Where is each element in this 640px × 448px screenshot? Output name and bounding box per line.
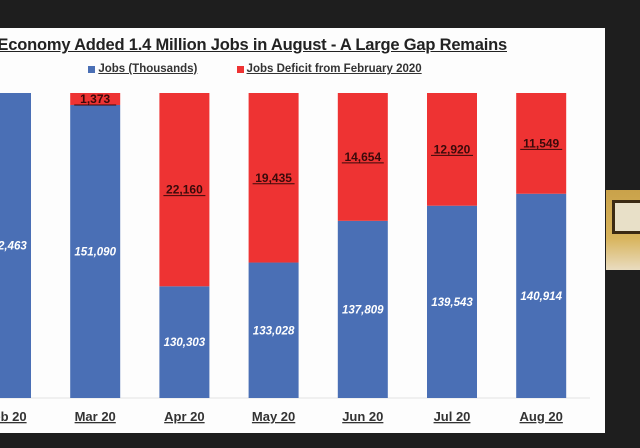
bar-deficit xyxy=(427,93,477,206)
webcam-thumbnail xyxy=(606,190,640,270)
chart-title: The Economy Added 1.4 Million Jobs in Au… xyxy=(0,36,507,54)
bar-jobs xyxy=(516,193,567,398)
bar-deficit xyxy=(70,93,121,105)
data-label-deficit: 1,373 xyxy=(80,92,110,106)
data-label-jobs: 133,028 xyxy=(253,325,295,337)
bar-deficit xyxy=(516,93,567,194)
legend: Jobs (Thousands) Jobs Deficit from Febru… xyxy=(0,63,510,76)
bar-deficit xyxy=(248,93,299,263)
x-tick-label: Jun 20 xyxy=(342,409,383,424)
bar-deficit xyxy=(159,93,210,287)
data-label-jobs: 139,543 xyxy=(431,297,473,309)
bar-jobs xyxy=(248,262,299,398)
bar-jobs xyxy=(70,104,121,398)
legend-swatch-blue xyxy=(88,65,96,73)
picture-frame xyxy=(612,200,640,234)
slide: The Economy Added 1.4 Million Jobs in Au… xyxy=(0,28,605,433)
data-label-jobs: 151,090 xyxy=(74,246,116,258)
data-label-deficit: 11,549 xyxy=(523,136,559,150)
legend-item-jobs: Jobs (Thousands) xyxy=(88,63,197,75)
x-tick-label: Mar 20 xyxy=(75,409,116,424)
data-label-deficit: 14,654 xyxy=(344,150,381,164)
data-label-jobs: 137,809 xyxy=(342,304,384,316)
bar-deficit xyxy=(337,93,388,221)
x-tick-label: Apr 20 xyxy=(164,409,204,424)
legend-label-jobs: Jobs (Thousands) xyxy=(98,63,198,75)
x-tick-label: Aug 20 xyxy=(520,409,563,424)
bar-jobs xyxy=(337,220,388,398)
x-tick-label: May 20 xyxy=(252,409,295,424)
data-label-jobs: 152,463 xyxy=(0,241,27,253)
legend-label-deficit: Jobs Deficit from February 2020 xyxy=(246,63,422,75)
data-label-jobs: 140,914 xyxy=(520,291,562,303)
legend-item-deficit: Jobs Deficit from February 2020 xyxy=(236,63,422,75)
x-tick-label: Jul 20 xyxy=(434,409,471,424)
bar-jobs xyxy=(0,93,31,398)
data-label-deficit: 22,160 xyxy=(166,183,203,197)
stacked-bar-chart: 152,463 Feb 20 151,090 1,373 Mar 20 130,303 22… xyxy=(0,92,590,424)
bar-jobs xyxy=(159,286,210,398)
legend-swatch-red xyxy=(236,65,244,73)
data-label-deficit: 19,435 xyxy=(255,171,292,185)
x-tick-label: Feb 20 xyxy=(0,409,27,424)
data-label-jobs: 130,303 xyxy=(164,337,206,349)
data-label-deficit: 12,920 xyxy=(434,142,471,156)
bar-jobs xyxy=(427,205,477,398)
